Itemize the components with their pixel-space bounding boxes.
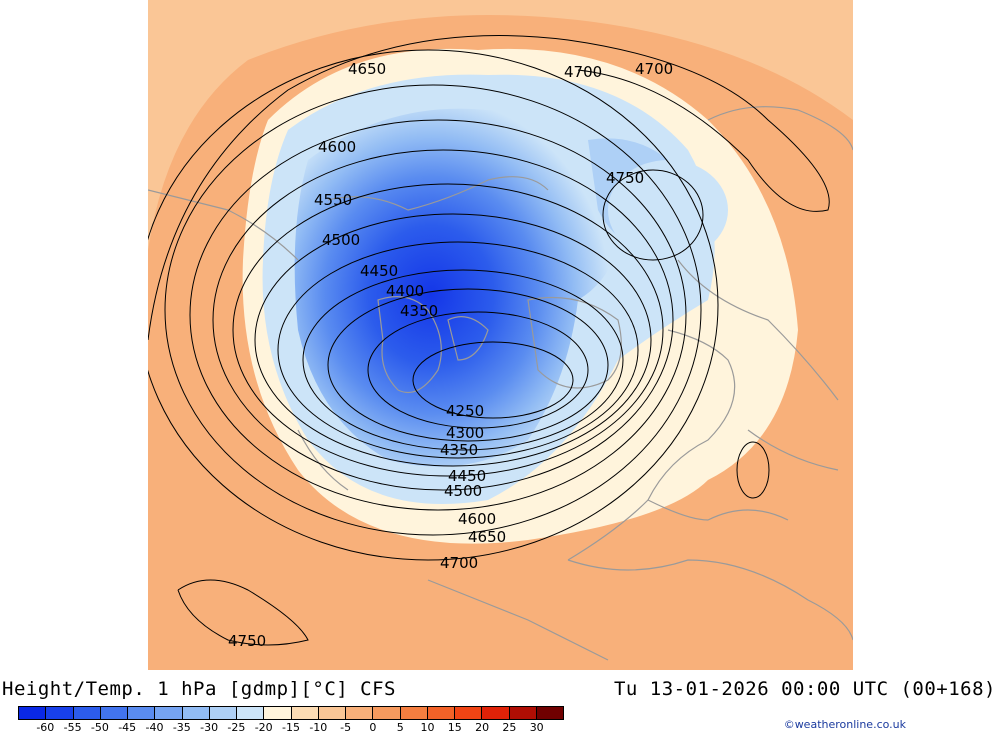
color-swatch — [128, 707, 156, 719]
color-swatch — [155, 707, 183, 719]
color-swatch — [373, 707, 401, 719]
color-legend-tick-label: -30 — [200, 721, 219, 734]
color-legend-tick-label: -20 — [254, 721, 273, 734]
color-swatch — [536, 707, 563, 719]
color-swatch — [73, 707, 101, 719]
color-swatch — [182, 707, 210, 719]
contour-label: 4350 — [400, 302, 438, 320]
color-legend-tick-label: 15 — [447, 721, 462, 734]
color-legend-tick-label: 25 — [502, 721, 517, 734]
contour-label: 4400 — [386, 282, 424, 300]
color-swatch — [46, 707, 74, 719]
color-swatch — [455, 707, 483, 719]
contour-label: 4350 — [440, 441, 478, 459]
color-legend-tick-label: -5 — [340, 721, 352, 734]
map-datetime: Tu 13-01-2026 00:00 UTC (00+168) — [613, 678, 996, 700]
color-legend-bar — [18, 706, 564, 720]
contour-label: 4750 — [228, 632, 266, 650]
color-swatch — [400, 707, 428, 719]
color-legend-tick-label: 5 — [396, 721, 404, 734]
coastlines — [148, 106, 853, 661]
contour-label: 4450 — [448, 467, 486, 485]
color-legend-tick-label: -40 — [145, 721, 164, 734]
color-legend-tick-label: 20 — [475, 721, 490, 734]
color-swatch — [264, 707, 292, 719]
color-swatch — [346, 707, 374, 719]
height-contours — [148, 35, 830, 646]
footer — [0, 670, 1000, 733]
color-legend-tick-label: -15 — [282, 721, 300, 734]
contour-label: 4700 — [564, 63, 602, 81]
color-legend-tick-label: -60 — [36, 721, 55, 734]
contour-label: 4550 — [314, 191, 352, 209]
color-legend-tick-label: -45 — [118, 721, 137, 734]
contour-label: 4300 — [446, 424, 484, 442]
color-legend-tick-label: 30 — [529, 721, 544, 734]
contour-label: 4500 — [322, 231, 360, 249]
contour-label: 4600 — [458, 510, 496, 528]
color-swatch — [509, 707, 537, 719]
color-swatch — [100, 707, 128, 719]
weather-map: 4650 4700 4700 4600 4750 4550 4500 4450 … — [148, 0, 853, 670]
color-swatch — [427, 707, 455, 719]
contour-label: 4650 — [348, 60, 386, 78]
cold-core — [294, 108, 620, 467]
contour-labels: 4650 4700 4700 4600 4750 4550 4500 4450 … — [228, 60, 673, 650]
contour-label: 4250 — [446, 402, 484, 420]
contour-label: 4450 — [360, 262, 398, 280]
color-legend-tick-label: 10 — [420, 721, 435, 734]
contour-label: 4600 — [318, 138, 356, 156]
color-swatch — [482, 707, 510, 719]
contour-label: 4650 — [468, 528, 506, 546]
color-swatch — [237, 707, 265, 719]
color-legend-tick-label: 0 — [369, 721, 377, 734]
warm-band — [148, 0, 853, 250]
color-swatch — [19, 707, 47, 719]
color-legend-ticks: -60 -55 -50 -45 -40 -35 -30 -25 -20 -15 -10 -5 0 5 10 1… — [18, 721, 564, 734]
contour-label: 4750 — [606, 169, 644, 187]
color-legend-tick-label: -35 — [172, 721, 191, 734]
color-legend-tick-label: -55 — [63, 721, 82, 734]
color-swatch — [209, 707, 237, 719]
contour-label: 4700 — [440, 554, 478, 572]
credit-link[interactable]: ©weatheronline.co.uk — [783, 718, 906, 731]
contour-label: 4500 — [444, 482, 482, 500]
color-swatch — [291, 707, 319, 719]
color-legend-tick-label: -10 — [309, 721, 328, 734]
color-legend-tick-label: -25 — [227, 721, 246, 734]
color-legend-tick-label: -50 — [90, 721, 109, 734]
color-swatch — [318, 707, 346, 719]
contour-label: 4700 — [635, 60, 673, 78]
map-title: Height/Temp. 1 hPa [gdmp][°C] CFS — [2, 678, 396, 700]
